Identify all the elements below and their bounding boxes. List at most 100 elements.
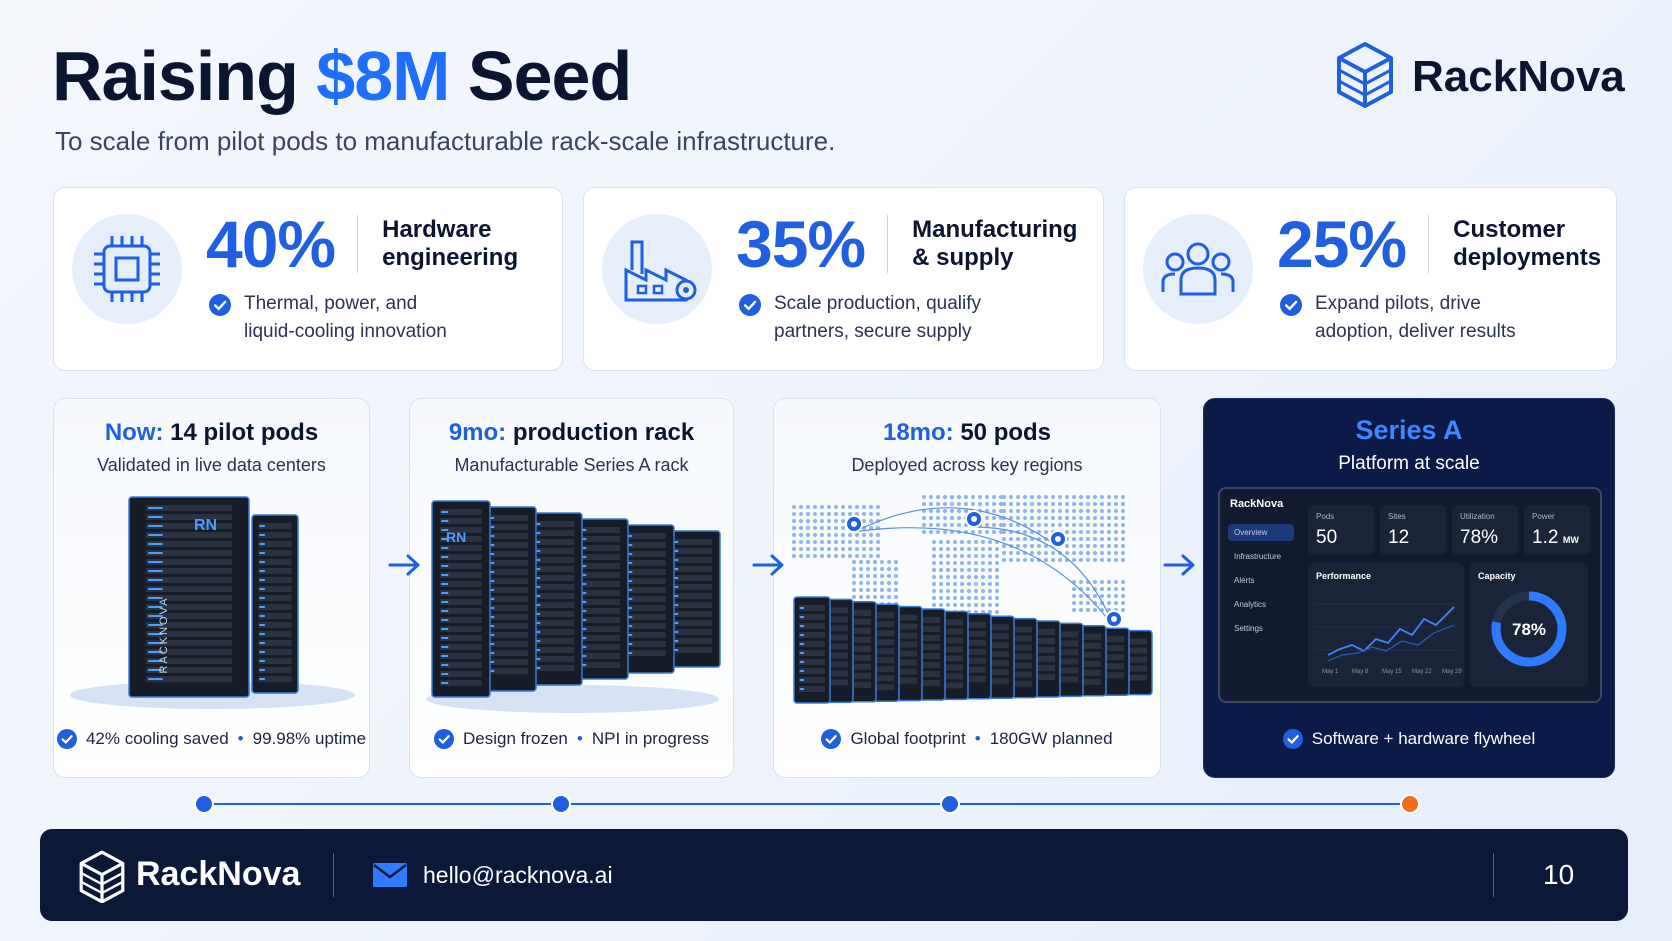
allocation-icon <box>72 214 182 324</box>
timeline-dot <box>1400 794 1420 814</box>
check-icon <box>1282 729 1303 749</box>
milestone-point: Software + hardware flywheel <box>1311 729 1536 748</box>
milestone-point: Design frozen <box>462 729 568 748</box>
check-icon <box>821 729 842 749</box>
rack <box>431 500 491 698</box>
check-circle <box>821 729 842 749</box>
envelope-flap <box>373 864 407 879</box>
mail-icon <box>373 863 407 887</box>
label-line: deployments <box>1453 244 1602 271</box>
icon-glyph <box>624 240 697 302</box>
date-label: May 29 <box>1442 669 1462 675</box>
check-icon <box>739 294 761 316</box>
envelope <box>373 863 407 887</box>
detail-line: Scale production, qualify <box>774 293 982 314</box>
bullet: • <box>974 729 981 748</box>
kpi-value: 12 <box>1388 527 1410 548</box>
date-label: May 1 <box>1322 669 1339 675</box>
footer-email: hello@racknova.ai <box>423 862 613 888</box>
milestone-headline: production rack <box>512 419 695 446</box>
rack <box>793 596 831 704</box>
bullet: • <box>237 729 244 748</box>
check-circle <box>1282 729 1303 749</box>
arrow <box>752 554 784 576</box>
label-line: & supply <box>912 244 1014 271</box>
kpi-unit: MW <box>1562 535 1579 545</box>
footer-brand: RackNova <box>136 855 301 893</box>
allocation-icon <box>602 214 712 324</box>
allocation-card: 25% Customer deployments Expand pilots, dri… <box>1124 187 1617 371</box>
footer-divider <box>1493 853 1494 897</box>
timeline-dot <box>551 794 571 814</box>
icon-bg <box>72 214 182 324</box>
check-icon <box>209 294 231 316</box>
allocation-card: 35% Manufacturing & supply Scale production… <box>583 187 1104 371</box>
detail-line: Thermal, power, and <box>244 293 418 314</box>
dash-nav-item: Alerts <box>1234 576 1255 585</box>
label-line: Hardware <box>382 216 492 243</box>
dash-brand: RackNova <box>1230 498 1284 510</box>
check-circle <box>1280 294 1302 316</box>
icon-glyph <box>1161 242 1235 296</box>
divider <box>1428 215 1430 273</box>
milestone-headline: Platform at scale <box>1338 453 1480 474</box>
divider <box>357 215 359 273</box>
check-circle <box>56 729 77 749</box>
milestone-stage: Now: <box>104 419 164 446</box>
dash-nav-item: Infrastructure <box>1234 552 1282 561</box>
allocation-label: Customer deployments <box>1453 216 1601 272</box>
rack <box>251 514 299 694</box>
milestone-subtitle: Manufacturable Series A rack <box>454 455 689 475</box>
kpi-value-row: 78% <box>1460 527 1498 549</box>
check-wrap <box>1282 729 1303 749</box>
check-wrap <box>821 729 842 749</box>
allocation-detail: Expand pilots, drive adoption, deliver re… <box>1315 290 1516 346</box>
check-circle <box>433 729 454 749</box>
footer: RackNova hello@racknova.ai 10 <box>40 829 1628 921</box>
allocation-icon <box>1143 214 1253 324</box>
allocation-detail: Thermal, power, and liquid-cooling innova… <box>244 290 447 346</box>
allocation-head: 35% Manufacturing & supply <box>736 206 1077 282</box>
kpi-box: Utilization 78% <box>1452 505 1518 555</box>
milestone-stage: 9mo: <box>448 419 507 446</box>
title-highlight: $8M <box>316 37 450 115</box>
icon-glyph <box>94 236 160 302</box>
bullet: • <box>576 729 583 748</box>
label-line: Customer <box>1453 216 1566 243</box>
allocation-label: Hardware engineering <box>382 216 518 272</box>
capacity-panel: Capacity 78% <box>1470 563 1588 687</box>
check-icon <box>56 729 77 749</box>
map-pin <box>965 510 983 528</box>
check-wrap <box>56 729 77 749</box>
title-lead: Raising <box>52 37 299 115</box>
arrow-shape <box>388 554 420 576</box>
check-mark <box>743 300 757 311</box>
milestone-point: 99.98% uptime <box>252 729 367 748</box>
cube-logo <box>79 850 125 903</box>
arrow-shape <box>752 554 784 576</box>
allocation-percent: 40% <box>206 207 336 281</box>
check-icon <box>433 729 454 749</box>
map-pin <box>1105 610 1123 628</box>
footer-divider <box>333 853 334 897</box>
milestone-card: Now: 14 pilot pods Validated in live data… <box>53 398 370 778</box>
brand-icon <box>1337 42 1393 108</box>
arrow-shape <box>1163 554 1195 576</box>
trend-line <box>1327 606 1455 656</box>
date-label: May 8 <box>1352 669 1369 675</box>
milestone-stage: Series A <box>1355 415 1463 445</box>
milestone-subtitle: Validated in live data centers <box>97 455 326 475</box>
arrow <box>388 554 420 576</box>
rack-badge: RN <box>446 529 467 545</box>
milestone-points: Software + hardware flywheel <box>1204 729 1614 749</box>
subtitle: To scale from pilot pods to manufacturab… <box>55 126 836 156</box>
brand-name: RackNova <box>1412 52 1625 101</box>
milestone-point: Global footprint <box>850 729 966 748</box>
kpi-value-row: 1.2 MW <box>1532 527 1579 549</box>
divider <box>887 215 889 273</box>
rack <box>477 506 537 692</box>
route-arcs <box>853 507 1115 628</box>
rack-brand: RACKNOVA <box>158 596 170 674</box>
timeline-dot <box>940 794 960 814</box>
